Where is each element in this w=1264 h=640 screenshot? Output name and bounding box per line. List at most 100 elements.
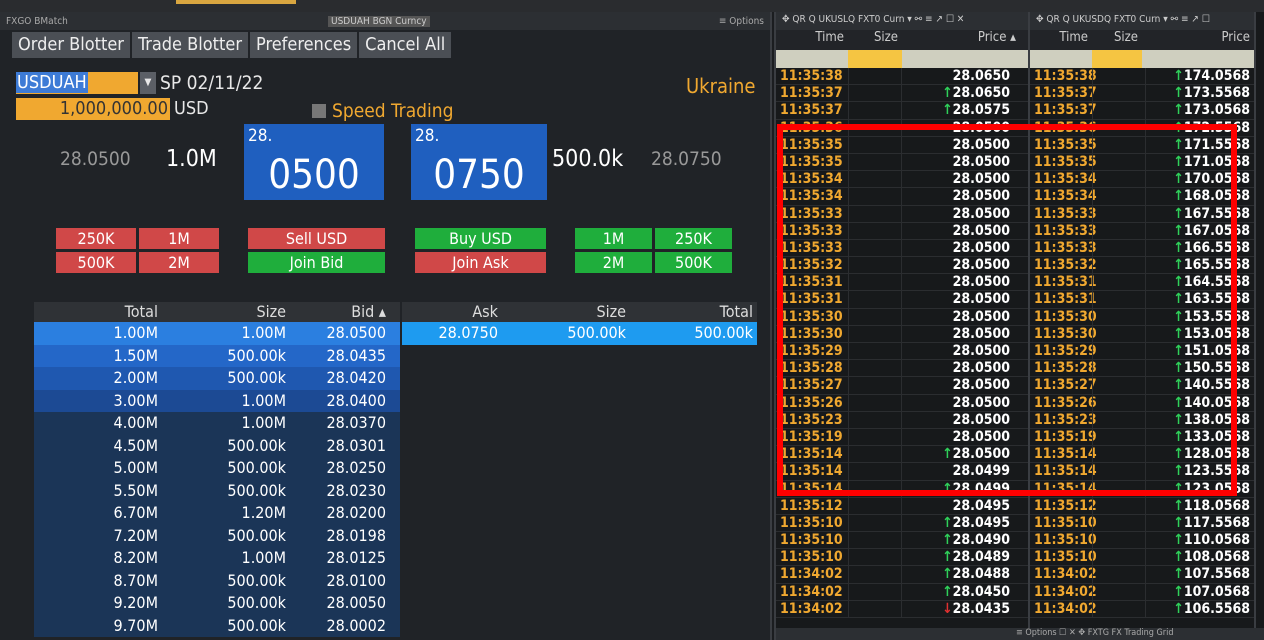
header-size[interactable]: Size xyxy=(873,30,898,45)
header-total[interactable]: Total xyxy=(124,302,158,321)
bid-row[interactable]: 8.20M 1.00M 28.0125 xyxy=(34,547,400,570)
tick-time: 11:35:34 xyxy=(1034,188,1097,205)
header-size[interactable]: Size xyxy=(256,302,286,321)
bid-row[interactable]: 5.00M 500.00k 28.0250 xyxy=(34,457,400,480)
tick-price-value: 173.0568 xyxy=(1183,102,1250,119)
tick-price: 28.0500 xyxy=(902,309,1014,325)
bid-row[interactable]: 8.70M 500.00k 28.0100 xyxy=(34,569,400,592)
cancel-all-button[interactable]: Cancel All xyxy=(359,32,452,58)
filter-cell[interactable] xyxy=(776,50,848,68)
bid-row[interactable]: 4.00M 1.00M 28.0370 xyxy=(34,412,400,435)
sell-qty-2m-button[interactable]: 2M xyxy=(139,252,219,273)
bid-size: 1.00M xyxy=(241,548,286,567)
header-time[interactable]: Time xyxy=(815,30,844,45)
bid-row[interactable]: 1.00M 1.00M 28.0500 xyxy=(34,322,400,345)
currency-pair-input[interactable]: USDUAH xyxy=(16,72,138,94)
tick-price: ↑106.5568 xyxy=(1146,601,1254,617)
tick-size xyxy=(848,136,902,153)
tick-row: 11:35:14 ↑128.0568 xyxy=(1030,446,1254,464)
filter-cell[interactable] xyxy=(1092,50,1142,68)
ask-price-tile[interactable]: 28. 0750 xyxy=(411,124,547,200)
tick-time: 11:35:28 xyxy=(1034,360,1097,377)
tick-size xyxy=(848,119,902,136)
tick-size xyxy=(848,239,902,257)
ask-row[interactable]: 28.0750 500.00k 500.00k xyxy=(402,322,757,345)
tick-size xyxy=(1092,85,1146,102)
header-size[interactable]: Size xyxy=(596,302,626,321)
buy-qty-250k-button[interactable]: 250K xyxy=(655,228,732,249)
filter-cell[interactable] xyxy=(902,50,1020,68)
bid-row[interactable]: 5.50M 500.00k 28.0230 xyxy=(34,479,400,502)
tick-price: ↑108.0568 xyxy=(1146,549,1254,565)
tick-price-value: 28.0489 xyxy=(952,549,1010,566)
header-time[interactable]: Time xyxy=(1059,30,1088,45)
join-ask-button[interactable]: Join Ask xyxy=(415,252,546,273)
bid-row[interactable]: 9.20M 500.00k 28.0050 xyxy=(34,592,400,615)
tick-time: 11:34:02 xyxy=(1034,566,1097,583)
header-price[interactable]: Price ▴ xyxy=(977,30,1016,45)
tick-time: 11:35:35 xyxy=(1034,153,1097,170)
tick-price: 28.0500 xyxy=(902,360,1014,376)
buy-usd-button[interactable]: Buy USD xyxy=(415,228,546,249)
trade-blotter-button[interactable]: Trade Blotter xyxy=(131,32,248,58)
tick-time: 11:35:10 xyxy=(1034,532,1097,549)
chevron-down-icon[interactable]: ▼ xyxy=(140,72,156,94)
ticker-filter-row[interactable] xyxy=(776,50,1028,68)
tick-row: 11:35:29 28.0500 xyxy=(776,343,1028,361)
tick-row: 11:35:30 28.0500 xyxy=(776,325,1028,343)
tick-size xyxy=(1092,428,1146,446)
tick-row: 11:35:10 ↑110.0568 xyxy=(1030,532,1254,550)
tick-size xyxy=(1092,463,1146,480)
bid-row[interactable]: 9.70M 500.00k 28.0002 xyxy=(34,614,400,637)
bid-row[interactable]: 2.00M 500.00k 28.0420 xyxy=(34,367,400,390)
header-bid[interactable]: Bid ▴ xyxy=(351,302,386,321)
bid-row[interactable]: 6.70M 1.20M 28.0200 xyxy=(34,502,400,525)
top-tab[interactable] xyxy=(176,0,296,4)
ticker-filter-row[interactable] xyxy=(1030,50,1254,68)
tick-row: 11:35:37 ↑173.0568 xyxy=(1030,102,1254,120)
tick-price: ↑28.0489 xyxy=(902,549,1014,565)
tick-price-value: 28.0500 xyxy=(952,394,1010,411)
buy-qty-500k-button[interactable]: 500K xyxy=(655,252,732,273)
buy-qty-2m-button[interactable]: 2M xyxy=(575,252,652,273)
header-ask[interactable]: Ask xyxy=(472,302,498,321)
order-blotter-button[interactable]: Order Blotter xyxy=(12,32,130,58)
bid-size: 500.00k xyxy=(227,480,286,500)
sell-qty-1m-button[interactable]: 1M xyxy=(139,228,219,249)
filter-cell[interactable] xyxy=(848,50,902,68)
amount-input[interactable]: 1,000,000.00 xyxy=(16,98,170,120)
tick-price: ↑165.5568 xyxy=(1146,257,1254,273)
tick-price: 28.0500 xyxy=(902,171,1014,187)
tick-row: 11:34:02 ↑28.0488 xyxy=(776,566,1028,584)
ticker-panel-partial xyxy=(1254,12,1264,640)
header-price[interactable]: Price xyxy=(1221,30,1250,45)
preferences-button[interactable]: Preferences xyxy=(250,32,358,58)
tick-price-value: 28.0500 xyxy=(952,291,1010,308)
filter-cell[interactable] xyxy=(1142,50,1254,68)
speed-trading-toggle[interactable]: Speed Trading xyxy=(312,100,453,122)
bid-row[interactable]: 4.50M 500.00k 28.0301 xyxy=(34,434,400,457)
join-bid-button[interactable]: Join Bid xyxy=(248,252,385,273)
header-total[interactable]: Total xyxy=(719,302,753,321)
tick-row: 11:35:14 28.0499 xyxy=(776,463,1028,481)
tick-row: 11:35:14 ↑123.5568 xyxy=(1030,463,1254,481)
sell-qty-500k-button[interactable]: 500K xyxy=(56,252,136,273)
sell-qty-250k-button[interactable]: 250K xyxy=(56,228,136,249)
header-size[interactable]: Size xyxy=(1113,30,1138,45)
checkbox-icon[interactable] xyxy=(312,104,326,118)
options-button[interactable]: ≡ Options xyxy=(718,15,764,27)
tick-row: 11:35:33 ↑167.5568 xyxy=(1030,205,1254,223)
filter-cell[interactable] xyxy=(1030,50,1092,68)
bid-row[interactable]: 1.50M 500.00k 28.0435 xyxy=(34,344,400,367)
bid-price-tile[interactable]: 28. 0500 xyxy=(244,124,384,200)
bid-row[interactable]: 3.00M 1.00M 28.0400 xyxy=(34,389,400,412)
bid-row[interactable]: 7.20M 500.00k 28.0198 xyxy=(34,524,400,547)
sell-usd-button[interactable]: Sell USD xyxy=(248,228,385,249)
tick-price-value: 28.0575 xyxy=(952,102,1010,119)
bid-size: 500.00k xyxy=(227,368,286,387)
tick-row: 11:35:36 ↑172.5568 xyxy=(1030,119,1254,137)
security-field[interactable]: USDUAH BGN Curncy xyxy=(328,15,430,27)
toolbar-tabs: Order Blotter Trade Blotter Preferences … xyxy=(12,32,452,58)
arrow-up-icon: ↑ xyxy=(1173,343,1184,359)
buy-qty-1m-button[interactable]: 1M xyxy=(575,228,652,249)
